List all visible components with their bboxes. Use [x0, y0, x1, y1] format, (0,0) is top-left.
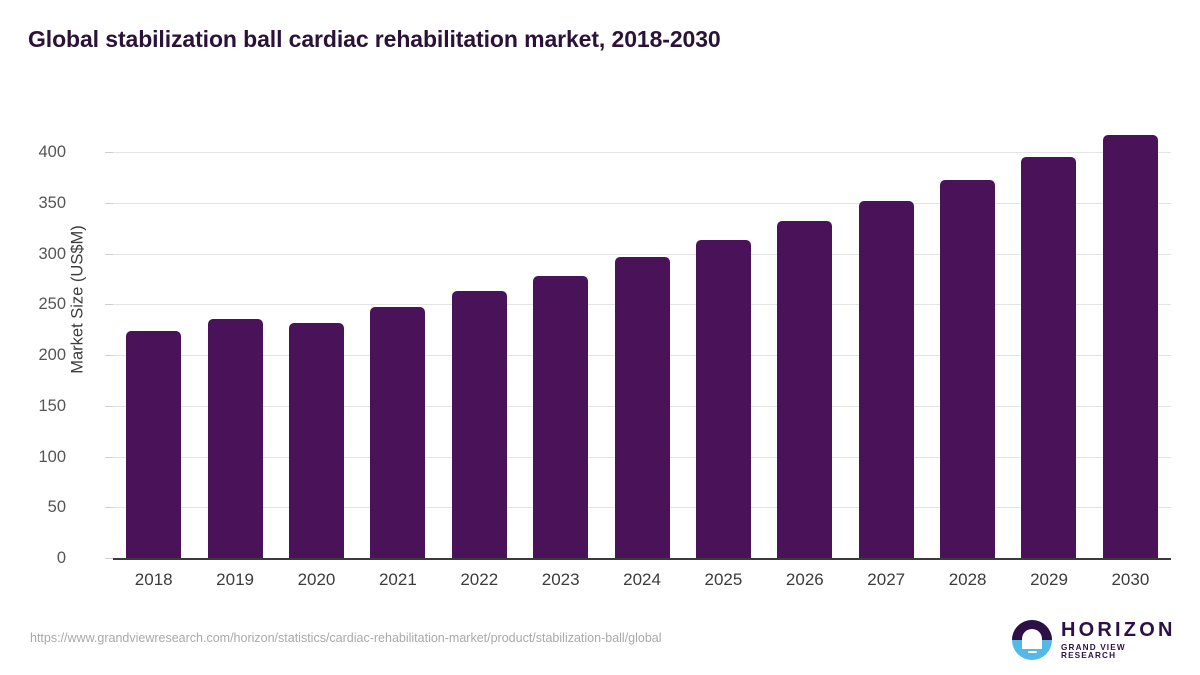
logo-wordmark: HORIZON	[1061, 618, 1176, 641]
x-tick-label-2026: 2026	[785, 570, 824, 589]
x-tick-label-2020: 2020	[297, 570, 336, 589]
bar-2022[interactable]	[451, 291, 507, 558]
y-tick-label: 400	[38, 143, 66, 162]
bar-slot	[357, 127, 438, 558]
x-tick-label-2028: 2028	[948, 570, 987, 589]
x-tick-label-2025: 2025	[704, 570, 743, 589]
bar-slot	[520, 127, 601, 558]
bar-2019[interactable]	[207, 318, 263, 558]
bar-2027[interactable]	[858, 201, 914, 558]
x-tick-label-2023: 2023	[541, 570, 580, 589]
y-tick-mark	[105, 304, 113, 306]
bar-2023[interactable]	[533, 276, 589, 558]
x-tick-label-2027: 2027	[867, 570, 906, 589]
source-url[interactable]: https://www.grandviewresearch.com/horizo…	[30, 631, 662, 645]
bar-2026[interactable]	[777, 221, 833, 558]
horizon-logo[interactable]: HORIZON GRAND VIEW RESEARCH	[1012, 618, 1172, 662]
x-tick-label-2029: 2029	[1030, 570, 1068, 589]
y-tick-mark	[105, 152, 113, 154]
bar-2028[interactable]	[940, 179, 996, 558]
x-tick-label-2019: 2019	[216, 570, 254, 589]
bar-2018[interactable]	[126, 330, 182, 558]
page-title: Global stabilization ball cardiac rehabi…	[28, 26, 721, 52]
gridline	[113, 203, 1171, 205]
bar-slot	[1008, 127, 1089, 558]
x-tick-label-2021: 2021	[378, 570, 417, 589]
bar-series	[113, 127, 1171, 558]
y-tick-mark	[105, 203, 113, 205]
bar-slot	[846, 127, 927, 558]
y-tick-label: 50	[47, 498, 66, 517]
gridline	[113, 253, 1171, 255]
x-tick-label-2018: 2018	[134, 570, 173, 589]
y-tick-label: 0	[56, 549, 66, 567]
logo-subtitle: GRAND VIEW RESEARCH	[1061, 642, 1126, 660]
bar-slot	[683, 127, 764, 558]
bar-slot	[601, 127, 682, 558]
bar-slot	[194, 127, 275, 558]
bar-2021[interactable]	[370, 306, 426, 558]
y-tick-mark	[105, 253, 113, 255]
y-tick-label: 100	[38, 447, 66, 466]
y-tick-label: 350	[38, 194, 66, 213]
bar-slot	[764, 127, 845, 558]
y-tick-mark	[105, 507, 113, 509]
bar-slot	[439, 127, 520, 558]
y-tick-mark	[105, 456, 113, 458]
bar-2024[interactable]	[614, 256, 670, 558]
y-tick-mark	[105, 355, 113, 357]
bar-2020[interactable]	[288, 322, 344, 558]
x-axis-labels: 2018 2019 2020 2021 2022 2023 2024 2025 2026 2027…	[113, 570, 1171, 590]
y-tick-label: 250	[38, 295, 66, 314]
bar-2030[interactable]	[1102, 135, 1158, 558]
x-tick-label-2030: 2030	[1111, 570, 1150, 589]
y-tick-label: 150	[38, 396, 66, 415]
gridline	[113, 152, 1171, 154]
x-axis-line	[113, 558, 1171, 560]
bar-2029[interactable]	[1021, 157, 1077, 558]
y-tick-label: 300	[38, 244, 66, 263]
bar-2025[interactable]	[695, 239, 751, 558]
x-tick-label-2024: 2024	[623, 570, 661, 589]
horizon-logo-icon	[1012, 620, 1052, 660]
x-tick-label-2022: 2022	[460, 570, 499, 589]
y-tick-label: 200	[38, 346, 66, 365]
bar-slot	[276, 127, 357, 558]
y-tick-mark	[105, 405, 113, 407]
y-tick-mark	[105, 558, 113, 559]
bar-slot	[927, 127, 1008, 558]
logo-text-block: HORIZON GRAND VIEW RESEARCH	[1061, 620, 1176, 660]
y-axis-title: Market Size (US$M)	[68, 225, 87, 374]
bar-slot	[113, 127, 194, 558]
bar-slot	[1090, 127, 1171, 558]
